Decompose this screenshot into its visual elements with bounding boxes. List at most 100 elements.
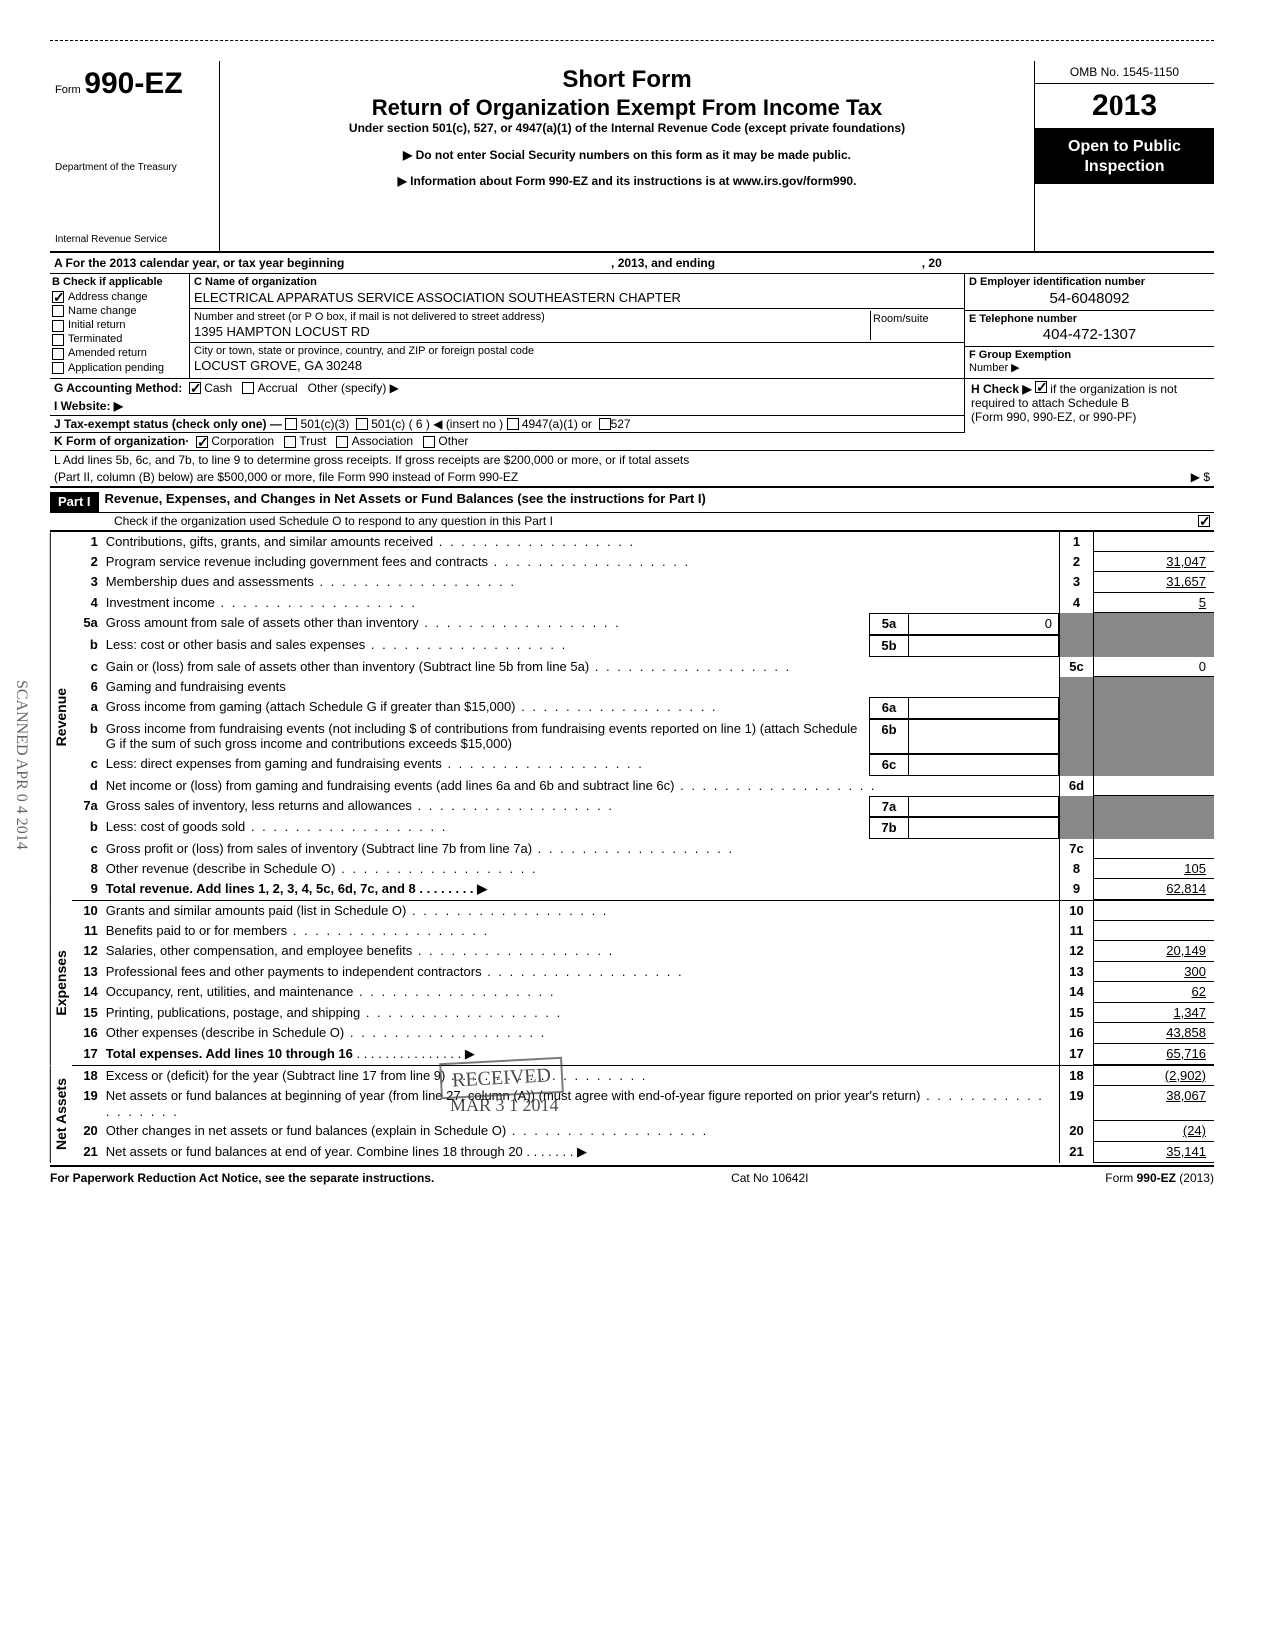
- k-pre: K Form of organization·: [54, 434, 189, 448]
- l21-desc: Net assets or fund balances at end of ye…: [102, 1142, 1059, 1163]
- k-b: Trust: [299, 434, 326, 448]
- l6b-desc: Gross income from fundraising events (no…: [102, 719, 869, 754]
- k-c: Association: [352, 434, 413, 448]
- l6a-desc: Gross income from gaming (attach Schedul…: [102, 697, 869, 719]
- l13-val: 300: [1094, 962, 1214, 983]
- l12-val: 20,149: [1094, 941, 1214, 962]
- e-val: 404-472-1307: [969, 326, 1210, 344]
- l8-val: 105: [1094, 859, 1214, 880]
- check-address[interactable]: [52, 291, 64, 303]
- lbl-name: Name change: [68, 305, 137, 318]
- check-501c[interactable]: [356, 418, 368, 430]
- check-h[interactable]: [1035, 381, 1047, 393]
- l5c-val: 0: [1094, 657, 1214, 678]
- g-cash: Cash: [204, 381, 232, 395]
- check-527[interactable]: [599, 418, 611, 430]
- label-netassets: Net Assets: [50, 1066, 72, 1163]
- col-b: B Check if applicable Address change Nam…: [50, 274, 190, 377]
- short-form: Short Form: [230, 66, 1024, 95]
- part1-header: Part I Revenue, Expenses, and Changes in…: [50, 487, 1214, 513]
- open1: Open to Public: [1039, 137, 1210, 156]
- open-public: Open to Public Inspection: [1035, 129, 1214, 183]
- footer-mid: Cat No 10642I: [731, 1171, 808, 1185]
- l6d-desc: Net income or (loss) from gaming and fun…: [102, 776, 1059, 796]
- check-amend[interactable]: [52, 348, 64, 360]
- netassets-section: Net Assets 18Excess or (deficit) for the…: [50, 1066, 1214, 1163]
- h-2: if the organization is not: [1050, 382, 1177, 396]
- footer-right: Form 990-EZ (2013): [1105, 1171, 1214, 1185]
- l7b-desc: Less: cost of goods sold: [102, 817, 869, 839]
- form-id-cell: Form 990-EZ Department of the Treasury I…: [50, 61, 220, 251]
- l7c-desc: Gross profit or (loss) from sales of inv…: [102, 839, 1059, 859]
- check-assoc[interactable]: [336, 436, 348, 448]
- col-de: D Employer identification number54-60480…: [964, 274, 1214, 377]
- l20-desc: Other changes in net assets or fund bala…: [102, 1121, 1059, 1142]
- part1-title: Revenue, Expenses, and Changes in Net As…: [99, 488, 1214, 512]
- section-bcde: B Check if applicable Address change Nam…: [50, 274, 1214, 377]
- l4-desc: Investment income: [102, 593, 1059, 614]
- l5b-desc: Less: cost or other basis and sales expe…: [102, 635, 869, 657]
- g-accrual: Accrual: [258, 381, 298, 395]
- d-label: D Employer identification number: [969, 276, 1145, 288]
- h-4: (Form 990, 990-EZ, or 990-PF): [971, 410, 1208, 424]
- l1-val: [1094, 532, 1214, 552]
- l18-val: (2,902): [1094, 1066, 1214, 1087]
- j-b: 501(c) ( 6 ) ◀ (insert no ): [371, 417, 503, 431]
- check-501c3[interactable]: [285, 418, 297, 430]
- addr-val: 1395 HAMPTON LOCUST RD: [194, 324, 370, 339]
- check-part1[interactable]: [1198, 515, 1210, 527]
- received-stamp: RECEIVED: [439, 1057, 564, 1099]
- line-i: I Website: ▶: [54, 399, 123, 413]
- footer: For Paperwork Reduction Act Notice, see …: [50, 1165, 1214, 1185]
- l21-val: 35,141: [1094, 1142, 1214, 1163]
- city-label: City or town, state or province, country…: [194, 345, 534, 357]
- label-expenses: Expenses: [50, 901, 72, 1066]
- l9-val: 62,814: [1094, 879, 1214, 900]
- l5b-mid: [909, 635, 1059, 657]
- j-pre: J Tax-exempt status (check only one) —: [54, 417, 282, 431]
- revenue-section: Revenue 1Contributions, gifts, grants, a…: [50, 531, 1214, 901]
- check-name[interactable]: [52, 305, 64, 317]
- check-app[interactable]: [52, 362, 64, 374]
- f-label: F Group Exemption: [969, 349, 1071, 361]
- right-box: OMB No. 1545-1150 2013 Open to Public In…: [1034, 61, 1214, 251]
- j-a: 501(c)(3): [301, 417, 350, 431]
- note1: Do not enter Social Security numbers on …: [230, 148, 1024, 162]
- check-4947[interactable]: [507, 418, 519, 430]
- lbl-initial: Initial return: [68, 319, 125, 332]
- check-initial[interactable]: [52, 320, 64, 332]
- check-accrual[interactable]: [242, 382, 254, 394]
- l11-desc: Benefits paid to or for members: [102, 921, 1059, 941]
- l15-val: 1,347: [1094, 1003, 1214, 1024]
- l5c-desc: Gain or (loss) from sale of assets other…: [102, 657, 1059, 678]
- l6-desc: Gaming and fundraising events: [102, 677, 1059, 697]
- l2-desc: Program service revenue including govern…: [102, 552, 1059, 573]
- lbl-app: Application pending: [68, 362, 164, 375]
- row-a: A For the 2013 calendar year, or tax yea…: [50, 253, 1214, 274]
- g-other: Other (specify) ▶: [308, 381, 399, 395]
- l19-val: 38,067: [1094, 1086, 1214, 1121]
- main-title: Return of Organization Exempt From Incom…: [230, 95, 1024, 121]
- check-term[interactable]: [52, 334, 64, 346]
- l12-desc: Salaries, other compensation, and employ…: [102, 941, 1059, 962]
- check-trust[interactable]: [284, 436, 296, 448]
- check-other[interactable]: [423, 436, 435, 448]
- l14-val: 62: [1094, 982, 1214, 1003]
- form-number: 990-EZ: [84, 67, 182, 100]
- l17-val: 65,716: [1094, 1044, 1214, 1065]
- lbl-amend: Amended return: [68, 347, 147, 360]
- rowa-mid: , 2013, and ending: [611, 256, 715, 270]
- l1-desc: Contributions, gifts, grants, and simila…: [102, 532, 1059, 552]
- top-rule: [50, 40, 1214, 41]
- l14-desc: Occupancy, rent, utilities, and maintena…: [102, 982, 1059, 1003]
- check-cash[interactable]: [189, 382, 201, 394]
- form-small: Form: [55, 84, 81, 96]
- rowa-pre: A For the 2013 calendar year, or tax yea…: [54, 256, 344, 270]
- l20-val: (24): [1094, 1121, 1214, 1142]
- open2: Inspection: [1039, 157, 1210, 176]
- l10-desc: Grants and similar amounts paid (list in…: [102, 901, 1059, 921]
- l18-desc: Excess or (deficit) for the year (Subtra…: [102, 1066, 1059, 1087]
- dept1: Department of the Treasury: [55, 162, 214, 174]
- k-a: Corporation: [211, 434, 274, 448]
- check-corp[interactable]: [196, 436, 208, 448]
